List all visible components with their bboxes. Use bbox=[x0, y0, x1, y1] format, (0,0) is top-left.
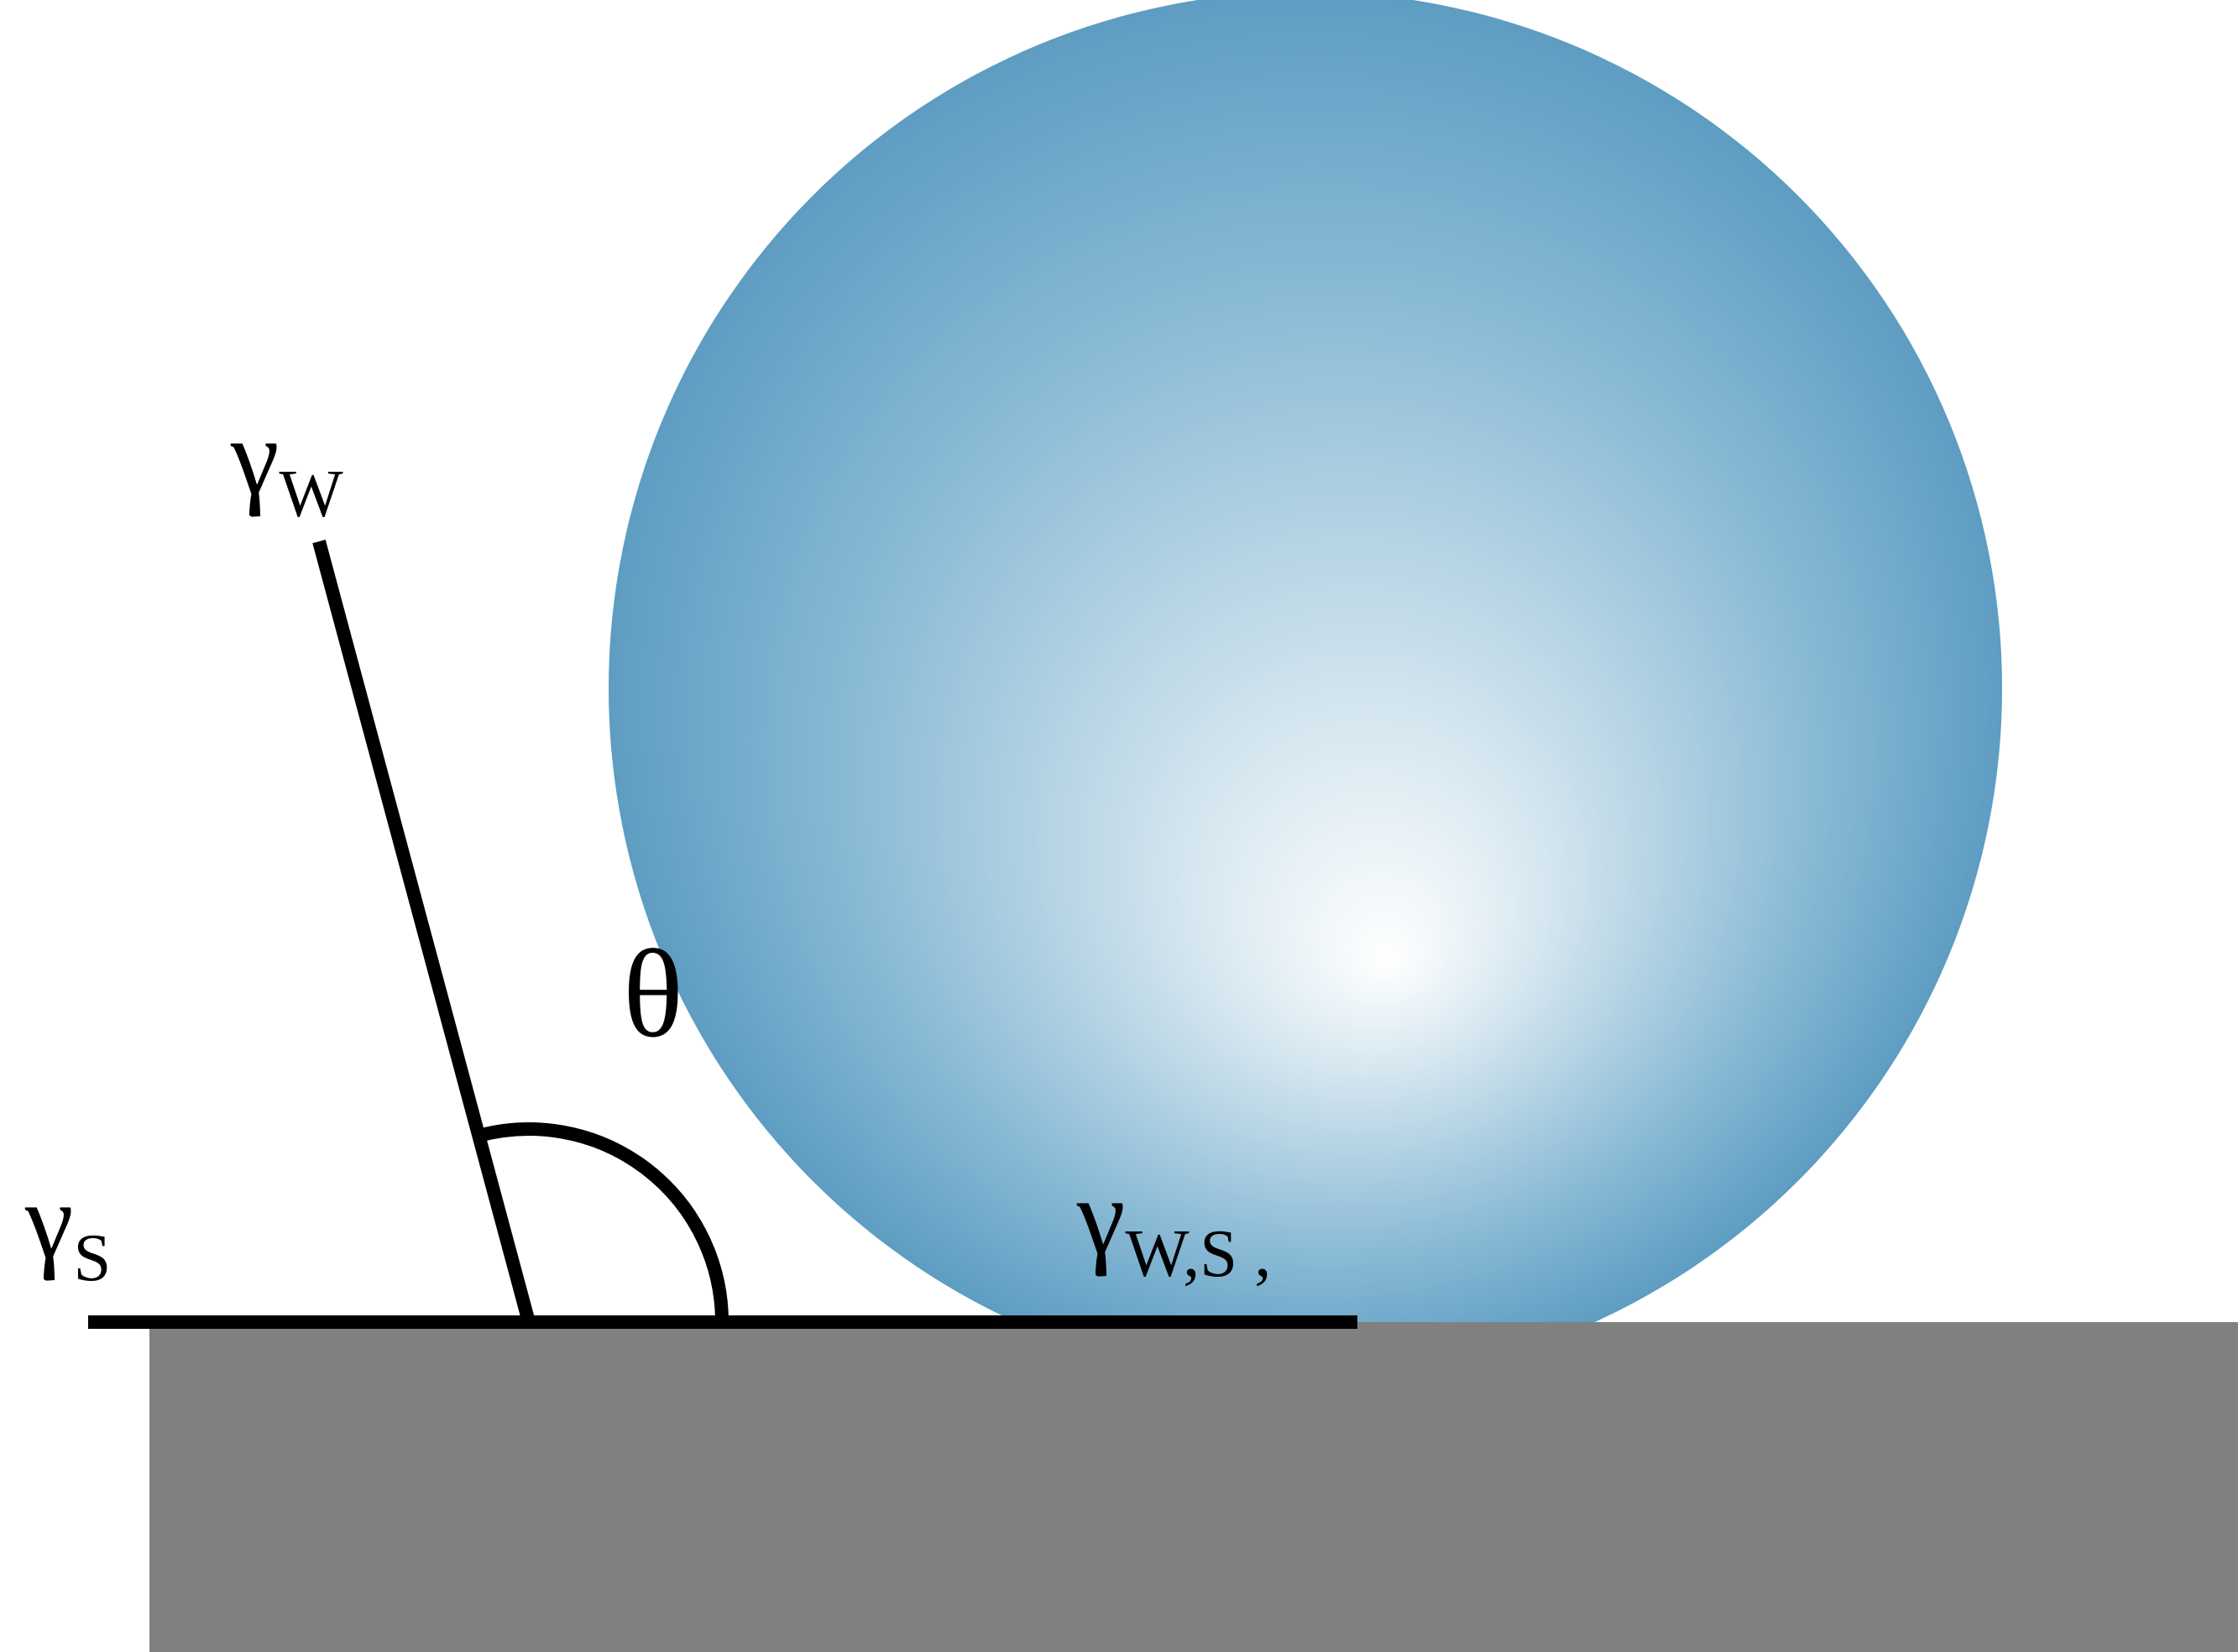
label-gamma-ws: γW,S , bbox=[1077, 1154, 1271, 1293]
droplet bbox=[609, 0, 2002, 1385]
label-theta: θ bbox=[623, 922, 683, 1066]
label-gamma-w: γW bbox=[231, 395, 343, 533]
substrate bbox=[149, 1322, 2238, 1652]
tangent-vector bbox=[319, 541, 529, 1322]
diagram-svg bbox=[0, 0, 2238, 1652]
label-gamma-s: γS bbox=[25, 1158, 111, 1297]
diagram-canvas: γW θ γS γW,S , bbox=[0, 0, 2238, 1652]
